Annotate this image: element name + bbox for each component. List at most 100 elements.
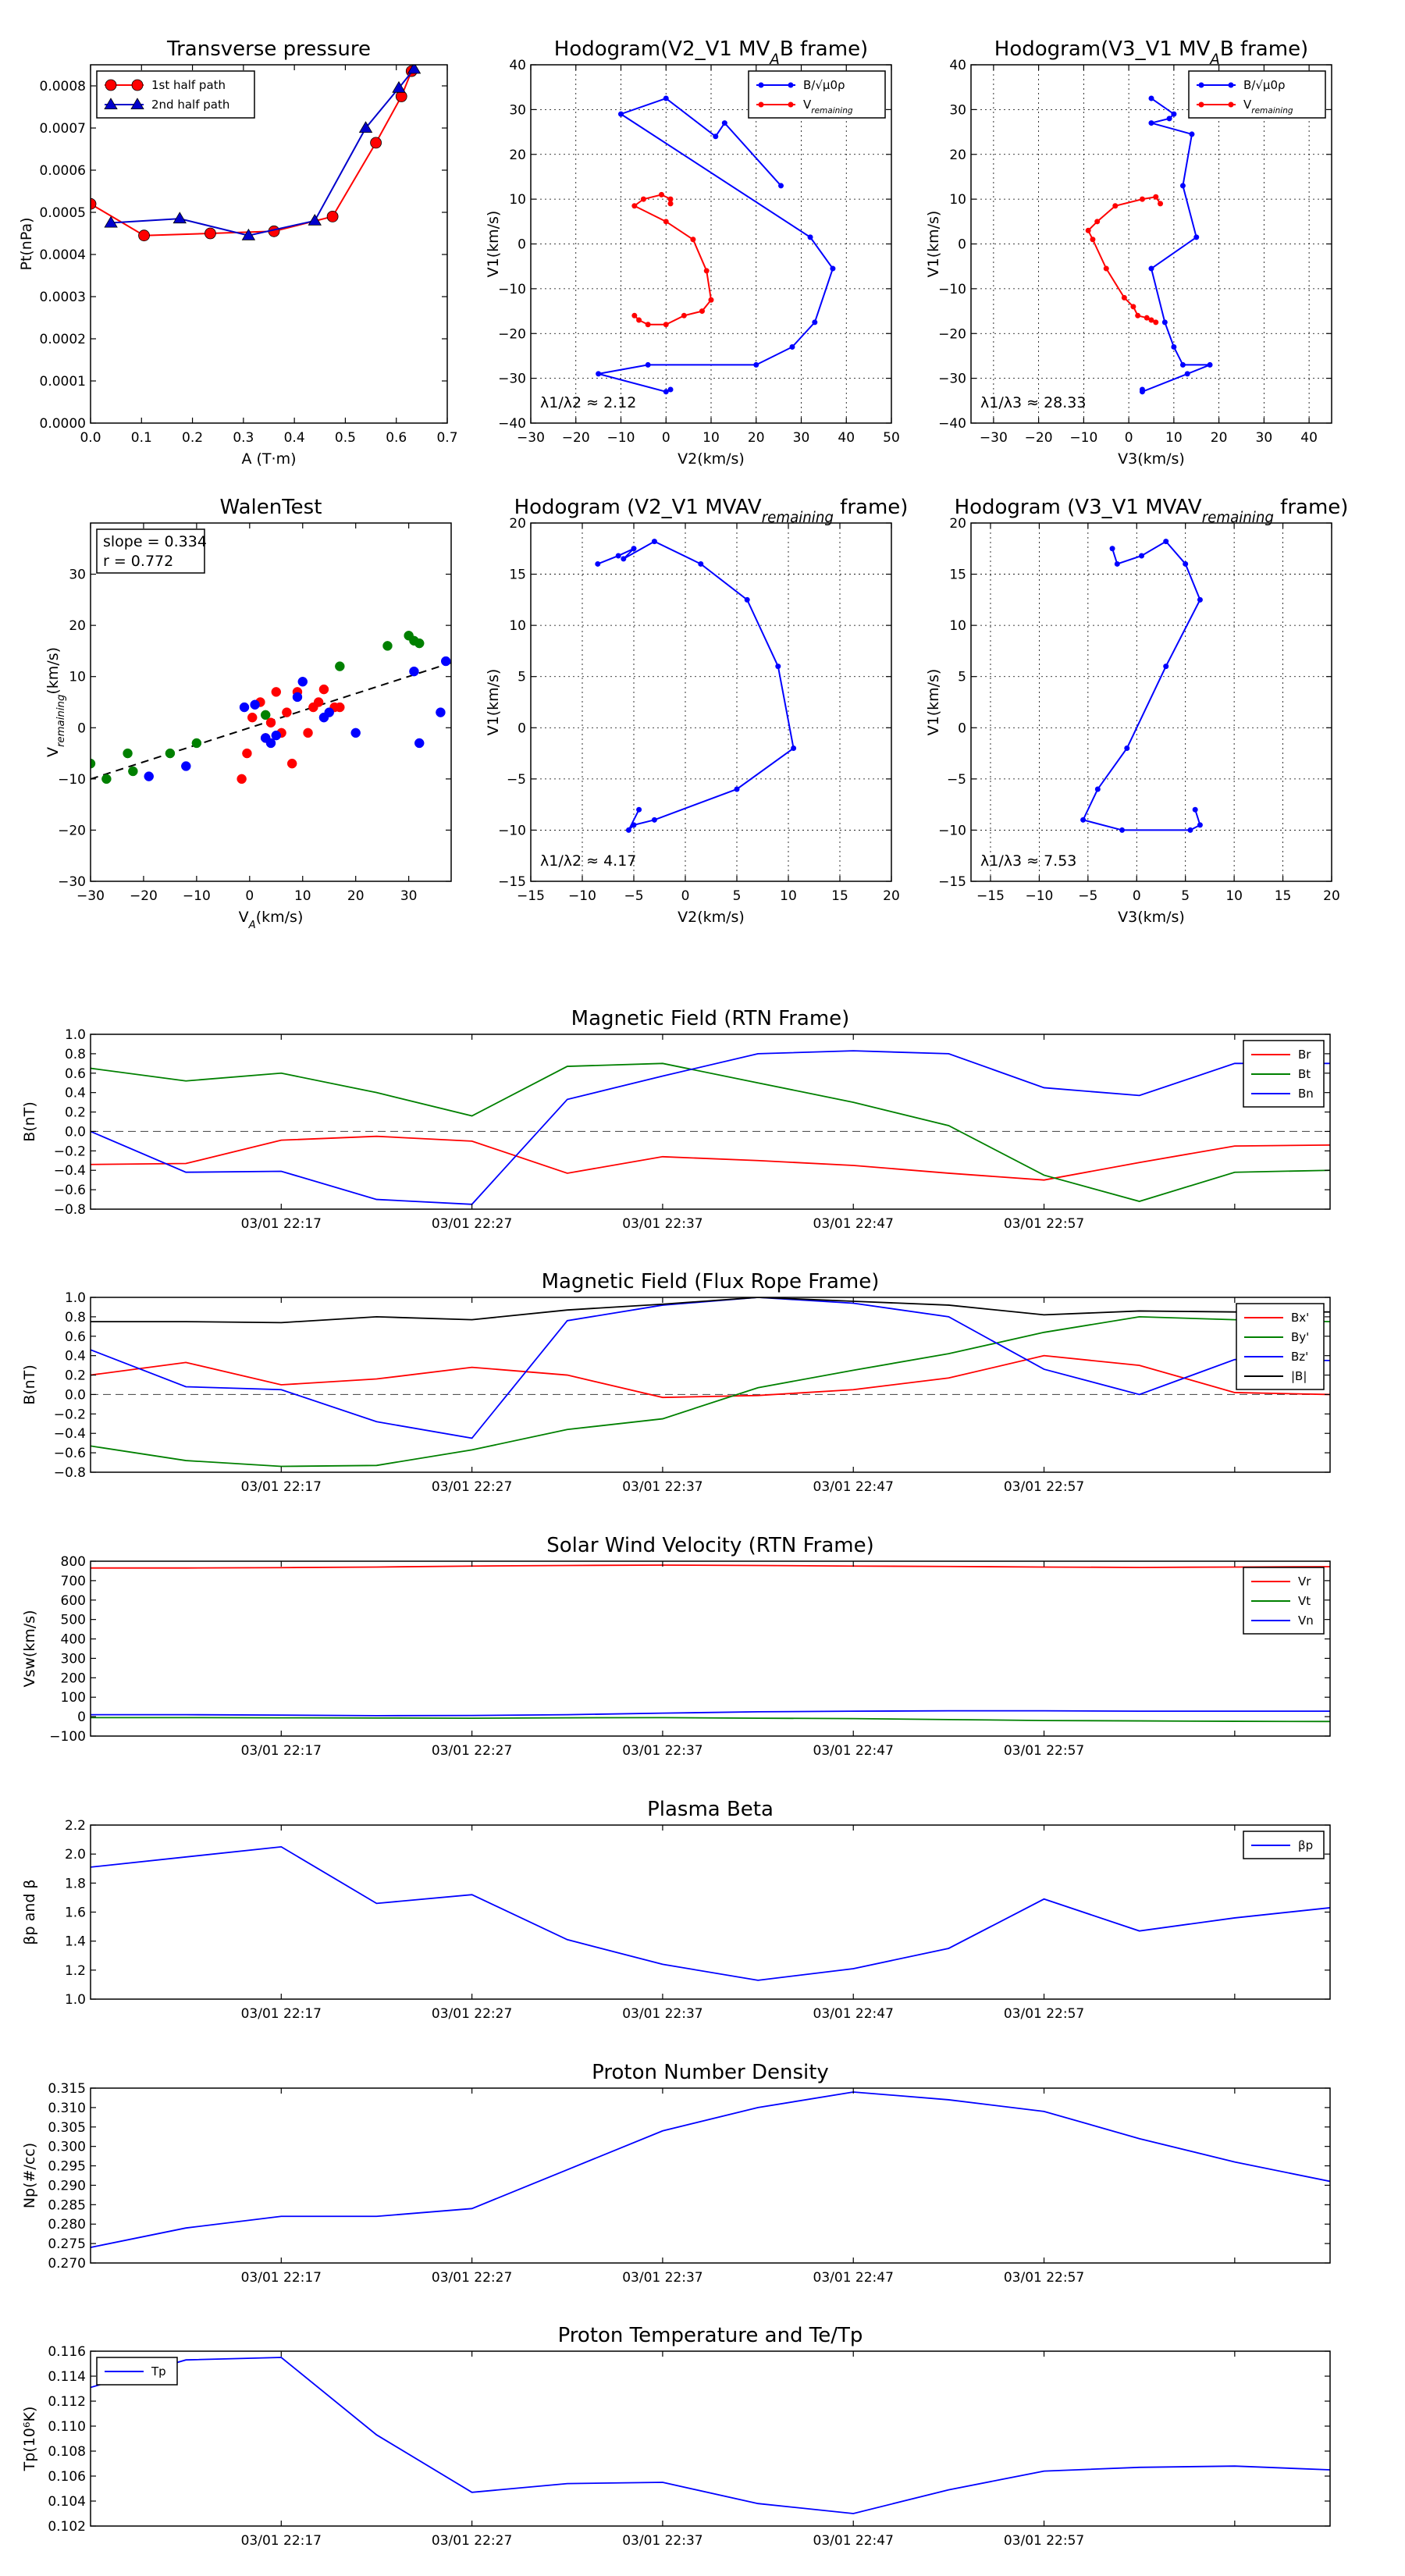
- y-tick-label: 10: [509, 192, 526, 208]
- x-axis-label: V3(km/s): [1118, 450, 1185, 468]
- data-point: [1148, 95, 1154, 101]
- x-tick-label: 03/01 22:47: [813, 2270, 894, 2286]
- x-tick-label: 0.0: [80, 430, 101, 446]
- eigenvalue-ratio: λ1/λ3 ≈ 28.33: [980, 394, 1086, 411]
- data-point: [382, 641, 393, 651]
- data-point: [1139, 196, 1145, 202]
- x-tick-label: 03/01 22:17: [241, 2006, 322, 2022]
- data-point: [1139, 553, 1145, 559]
- y-tick-label: −100: [49, 1729, 86, 1745]
- legend-marker: [130, 98, 144, 110]
- y-tick-label: 0: [77, 1710, 86, 1725]
- y-tick-label: 5: [958, 670, 966, 685]
- data-point: [596, 371, 602, 377]
- y-axis-label: B(nT): [21, 1364, 38, 1405]
- legend-label: 2nd half path: [151, 98, 229, 112]
- y-tick-label: 0.2: [65, 1105, 86, 1121]
- legend-label: B/√μ0ρ: [803, 78, 845, 92]
- legend-label: B/√μ0ρ: [1243, 78, 1286, 92]
- y-tick-label: 1.4: [65, 1934, 86, 1950]
- data-point: [651, 817, 657, 823]
- data-point: [621, 556, 627, 562]
- data-point: [292, 692, 303, 703]
- series-line: [598, 97, 834, 393]
- y-tick-label: 1.0: [65, 1027, 86, 1043]
- y-tick-label: −5: [947, 772, 966, 788]
- plot-area: [596, 95, 836, 395]
- y-tick-label: 0.0004: [40, 247, 86, 263]
- x-tick-label: 40: [838, 430, 855, 446]
- y-tick-label: −20: [938, 326, 966, 342]
- data-point: [324, 707, 334, 717]
- y-axis-label: V1(km/s): [925, 211, 942, 278]
- x-tick-label: 03/01 22:57: [1004, 1743, 1084, 1759]
- x-tick-label: 20: [1323, 888, 1340, 904]
- data-point: [350, 728, 361, 738]
- y-tick-label: −10: [58, 772, 86, 788]
- plot-frame: [90, 1034, 1331, 1210]
- y-tick-label: 0.112: [48, 2394, 86, 2410]
- x-tick-label: 10: [702, 430, 720, 446]
- x-tick-label: 10: [294, 888, 311, 904]
- plot-frame: [90, 64, 448, 424]
- y-tick-label: −0.8: [54, 1202, 86, 1218]
- data-point: [721, 120, 727, 126]
- y-tick-label: 300: [61, 1651, 86, 1667]
- chart-title: Hodogram(V2_V1 MVAB frame): [554, 37, 868, 68]
- chart-title: Proton Number Density: [592, 2061, 829, 2084]
- y-tick-label: 0: [958, 237, 966, 253]
- series-line: [91, 1564, 1330, 1569]
- series-line: [91, 1062, 1330, 1202]
- plot-area: [91, 631, 451, 785]
- data-point: [265, 738, 276, 749]
- data-point: [703, 268, 710, 274]
- y-tick-label: 15: [949, 568, 966, 583]
- chart-title: Magnetic Field (RTN Frame): [571, 1007, 850, 1030]
- series-line: [91, 1050, 1330, 1205]
- x-tick-label: 03/01 22:37: [622, 1216, 702, 1232]
- y-tick-label: 600: [61, 1593, 86, 1609]
- legend-marker: [788, 101, 794, 108]
- y-tick-label: 0.0003: [40, 290, 86, 305]
- data-point: [241, 228, 256, 240]
- y-tick-label: −30: [498, 372, 526, 387]
- x-tick-label: 30: [400, 888, 418, 904]
- data-point: [1112, 203, 1119, 209]
- legend-label: βp: [1298, 1838, 1313, 1852]
- data-point: [651, 539, 657, 545]
- data-point: [1144, 315, 1150, 321]
- data-point: [326, 210, 339, 222]
- y-tick-label: −0.8: [54, 1465, 86, 1481]
- series-line: [91, 2091, 1330, 2248]
- y-tick-label: 0.280: [48, 2217, 86, 2233]
- chart-mrtn: 03/01 22:17 03/01 22:27 03/01 22:37 03/01 2…: [21, 1007, 1331, 1232]
- y-tick-label: −10: [498, 282, 526, 297]
- y-tick-label: 20: [949, 148, 966, 163]
- legend-marker: [1198, 101, 1204, 108]
- series-line: [1087, 196, 1161, 323]
- y-tick-label: −0.4: [54, 1163, 86, 1179]
- y-axis-label: B(nT): [21, 1101, 38, 1142]
- x-tick-label: 03/01 22:17: [241, 1743, 322, 1759]
- data-point: [618, 111, 624, 117]
- x-tick-label: 03/01 22:47: [813, 2533, 894, 2549]
- x-tick-label: −5: [1078, 888, 1097, 904]
- plot-frame: [970, 64, 1332, 424]
- chart-np: 03/01 22:17 03/01 22:27 03/01 22:37 03/01 2…: [21, 2061, 1331, 2286]
- y-tick-label: 0.310: [48, 2101, 86, 2116]
- chart-h4: −15 −10 −5 0 5 10 15 20−15−10−505101520Hodogram…: [925, 496, 1348, 926]
- x-tick-label: 30: [1256, 430, 1273, 446]
- data-point: [667, 201, 674, 207]
- y-tick-label: 1.2: [65, 1963, 86, 1979]
- y-tick-label: 0: [77, 720, 86, 736]
- y-tick-label: 200: [61, 1670, 86, 1686]
- data-point: [409, 666, 419, 677]
- data-point: [1179, 361, 1186, 368]
- y-tick-label: −10: [498, 823, 526, 838]
- x-axis-label: A (T·m): [241, 450, 296, 468]
- data-point: [681, 312, 687, 318]
- data-point: [1094, 219, 1101, 225]
- data-point: [1161, 319, 1168, 326]
- x-tick-label: 0: [245, 888, 254, 904]
- legend-marker: [758, 82, 764, 88]
